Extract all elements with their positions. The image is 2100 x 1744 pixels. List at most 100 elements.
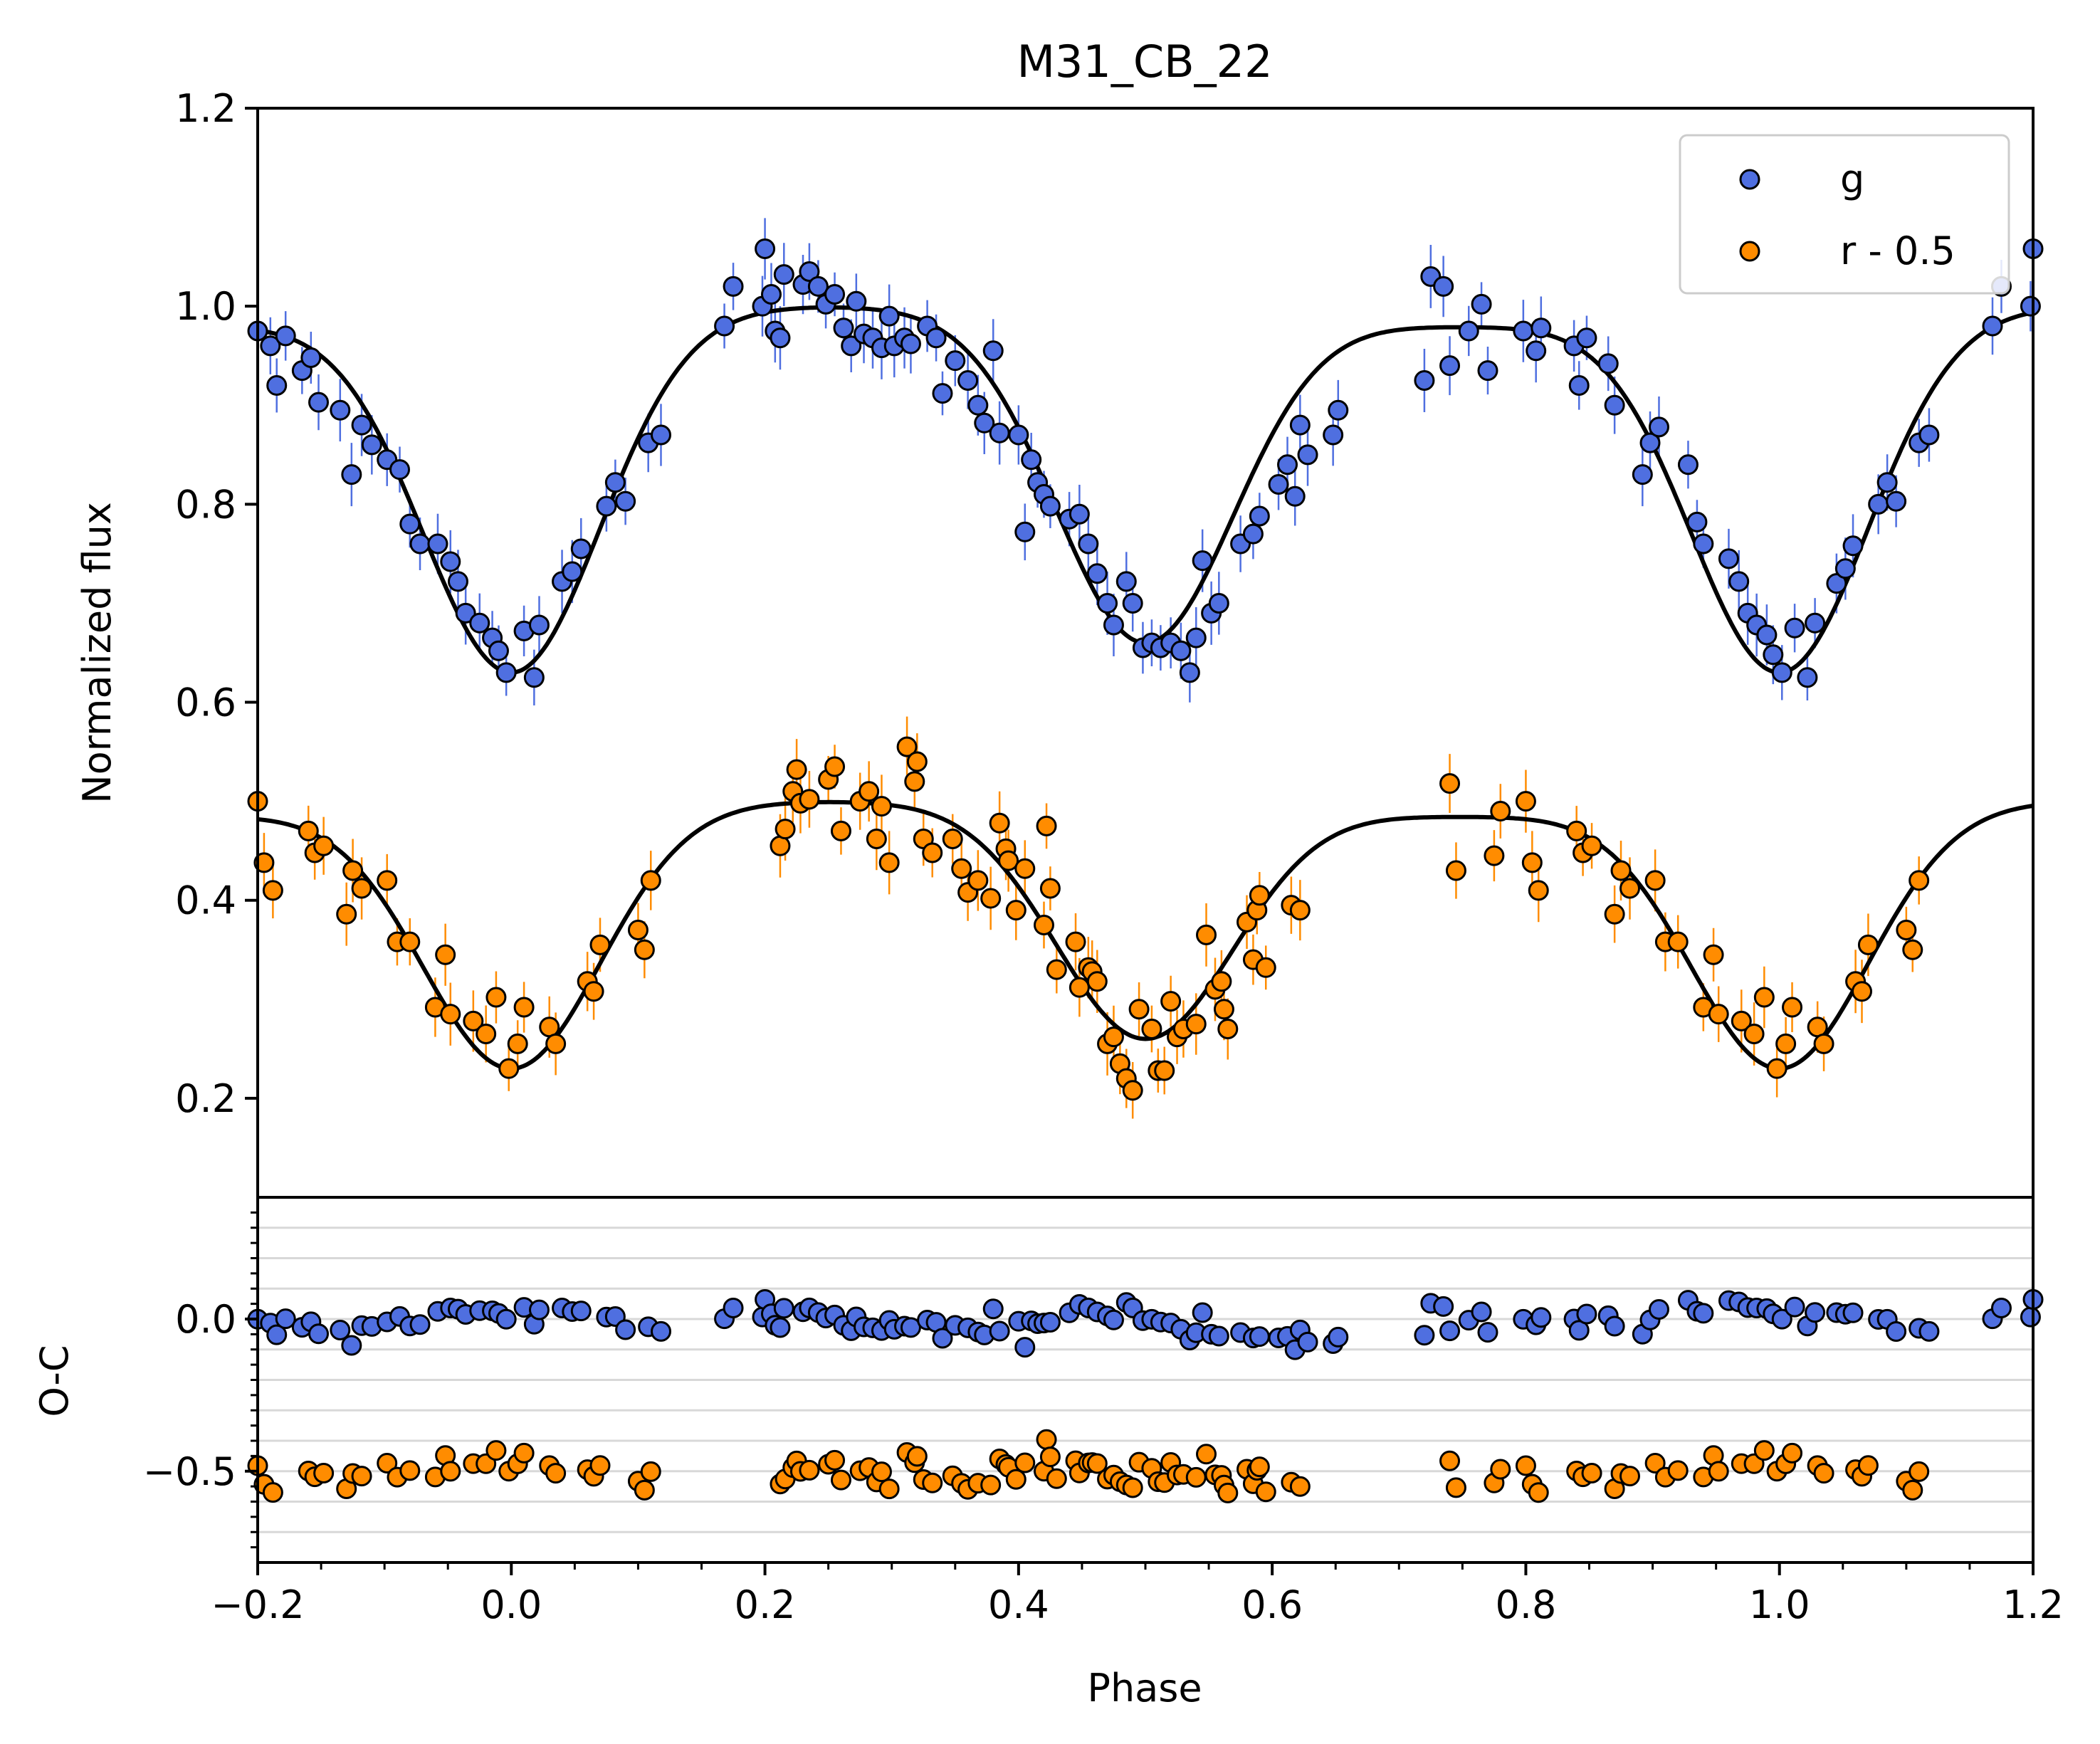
data-point-g bbox=[714, 315, 735, 337]
residual-point-g bbox=[1297, 1331, 1318, 1352]
legend: g r - 0.5 bbox=[1679, 134, 2010, 295]
data-point-g bbox=[389, 459, 411, 480]
data-point-g bbox=[523, 667, 545, 688]
data-point-r bbox=[435, 944, 456, 965]
data-point-g bbox=[770, 327, 791, 349]
data-point-r bbox=[1211, 971, 1232, 992]
data-point-r bbox=[989, 812, 1010, 834]
data-point-g bbox=[615, 490, 636, 512]
residual-point-g bbox=[1014, 1337, 1036, 1358]
data-point-r bbox=[1036, 815, 1057, 836]
residual-point-r bbox=[1036, 1429, 1057, 1450]
data-point-g bbox=[1982, 315, 2003, 337]
data-point-g bbox=[1297, 444, 1318, 466]
data-point-g bbox=[1284, 485, 1306, 507]
data-point-g bbox=[1597, 353, 1619, 374]
data-point-g bbox=[440, 551, 461, 572]
main-y-ticks: 0.2 0.4 0.6 0.8 1.0 1.2 bbox=[175, 86, 258, 1121]
residual-point-r bbox=[1528, 1482, 1549, 1503]
residual-point-r bbox=[830, 1469, 851, 1491]
residual-point-r bbox=[799, 1459, 820, 1481]
residual-point-r bbox=[1046, 1468, 1067, 1489]
data-point-r bbox=[1255, 957, 1276, 978]
data-point-r bbox=[1667, 931, 1689, 952]
data-point-g bbox=[982, 340, 1004, 362]
data-point-g bbox=[300, 347, 322, 369]
data-point-g bbox=[1531, 317, 1552, 339]
residual-point-r bbox=[262, 1482, 283, 1503]
residual-point-g bbox=[1039, 1311, 1061, 1333]
residual-point-r bbox=[871, 1461, 892, 1483]
data-point-r bbox=[1813, 1033, 1834, 1054]
data-point-g bbox=[1039, 495, 1061, 517]
residual-point-g bbox=[1103, 1309, 1124, 1330]
data-point-g bbox=[399, 513, 421, 535]
data-point-r bbox=[440, 1004, 461, 1025]
data-point-g bbox=[1648, 416, 1669, 438]
data-point-r bbox=[1731, 1010, 1752, 1031]
data-point-g bbox=[1242, 523, 1264, 545]
data-point-r bbox=[1160, 991, 1182, 1012]
data-point-r bbox=[634, 939, 655, 960]
data-point-r bbox=[878, 852, 900, 873]
data-point-r bbox=[1086, 971, 1108, 992]
data-point-g bbox=[650, 424, 671, 446]
data-point-r bbox=[1122, 1080, 1143, 1101]
legend-box bbox=[1679, 134, 2010, 295]
data-point-g bbox=[773, 264, 794, 285]
data-point-g bbox=[1097, 592, 1118, 614]
residual-point-r bbox=[1086, 1453, 1108, 1474]
residual-point-g bbox=[932, 1328, 953, 1349]
data-point-r bbox=[539, 1017, 560, 1038]
residual-point-g bbox=[1842, 1302, 1864, 1323]
data-point-r bbox=[951, 858, 972, 879]
residual-point-r bbox=[545, 1463, 567, 1484]
data-point-r bbox=[1852, 981, 1873, 1002]
data-point-g bbox=[1458, 320, 1479, 342]
data-point-g bbox=[1115, 571, 1137, 592]
residual-point-g bbox=[900, 1317, 921, 1338]
data-point-r bbox=[1154, 1060, 1175, 1081]
residual-point-r bbox=[440, 1461, 461, 1482]
residual-point-g bbox=[266, 1324, 288, 1345]
data-point-g bbox=[1693, 533, 1714, 555]
data-point-g bbox=[1021, 449, 1042, 471]
residual-point-r bbox=[1289, 1476, 1311, 1497]
residual-point-g bbox=[1648, 1298, 1669, 1320]
residual-point-r bbox=[1039, 1446, 1061, 1468]
data-point-g bbox=[1604, 394, 1625, 416]
data-point-r bbox=[1213, 999, 1234, 1020]
data-point-r bbox=[1743, 1024, 1765, 1044]
data-point-g bbox=[1728, 571, 1750, 592]
data-point-g bbox=[1513, 320, 1534, 342]
main-y-tick-label: 0.6 bbox=[175, 681, 236, 725]
residual-point-r bbox=[878, 1478, 900, 1500]
data-point-r bbox=[640, 870, 661, 891]
residual-point-g bbox=[1918, 1320, 1940, 1342]
residual-y-tick-label: 0.0 bbox=[175, 1297, 236, 1342]
residual-point-r bbox=[513, 1442, 535, 1464]
data-point-g bbox=[1677, 454, 1699, 476]
data-point-g bbox=[266, 374, 288, 396]
data-point-r bbox=[589, 934, 611, 955]
residual-point-g bbox=[1477, 1322, 1498, 1343]
residual-point-r bbox=[1644, 1452, 1666, 1474]
data-point-r bbox=[1185, 1014, 1207, 1035]
residual-point-g bbox=[1771, 1308, 1792, 1330]
data-point-r bbox=[1046, 959, 1067, 980]
residual-point-r bbox=[1196, 1444, 1217, 1465]
data-point-g bbox=[989, 422, 1010, 443]
data-point-r bbox=[1039, 878, 1061, 899]
data-point-r bbox=[1217, 1019, 1239, 1040]
residual-point-g bbox=[275, 1308, 296, 1330]
data-point-g bbox=[1826, 573, 1847, 594]
data-point-r bbox=[313, 835, 335, 856]
data-point-r bbox=[1065, 931, 1086, 952]
data-point-g bbox=[351, 414, 372, 436]
data-point-r bbox=[513, 997, 535, 1018]
data-point-r bbox=[1753, 987, 1775, 1008]
data-point-g bbox=[1069, 503, 1090, 525]
data-point-g bbox=[1632, 464, 1653, 485]
x-tick-label: 0.0 bbox=[481, 1582, 542, 1627]
data-point-r bbox=[1782, 997, 1803, 1018]
